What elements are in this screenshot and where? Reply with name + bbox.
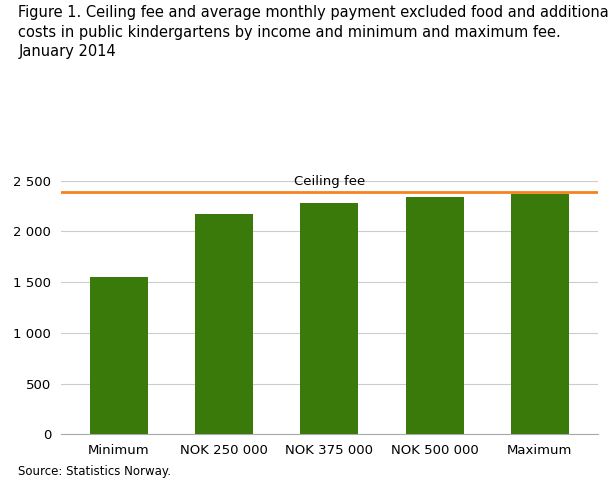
Bar xyxy=(301,203,358,434)
Text: Source: Statistics Norway.: Source: Statistics Norway. xyxy=(18,465,171,478)
Text: Figure 1. Ceiling fee and average monthly payment excluded food and additional
c: Figure 1. Ceiling fee and average monthl… xyxy=(18,5,610,60)
Bar xyxy=(511,194,569,434)
Text: Ceiling fee: Ceiling fee xyxy=(294,175,365,188)
Bar xyxy=(406,197,464,434)
Bar xyxy=(90,277,148,434)
Bar xyxy=(195,214,253,434)
